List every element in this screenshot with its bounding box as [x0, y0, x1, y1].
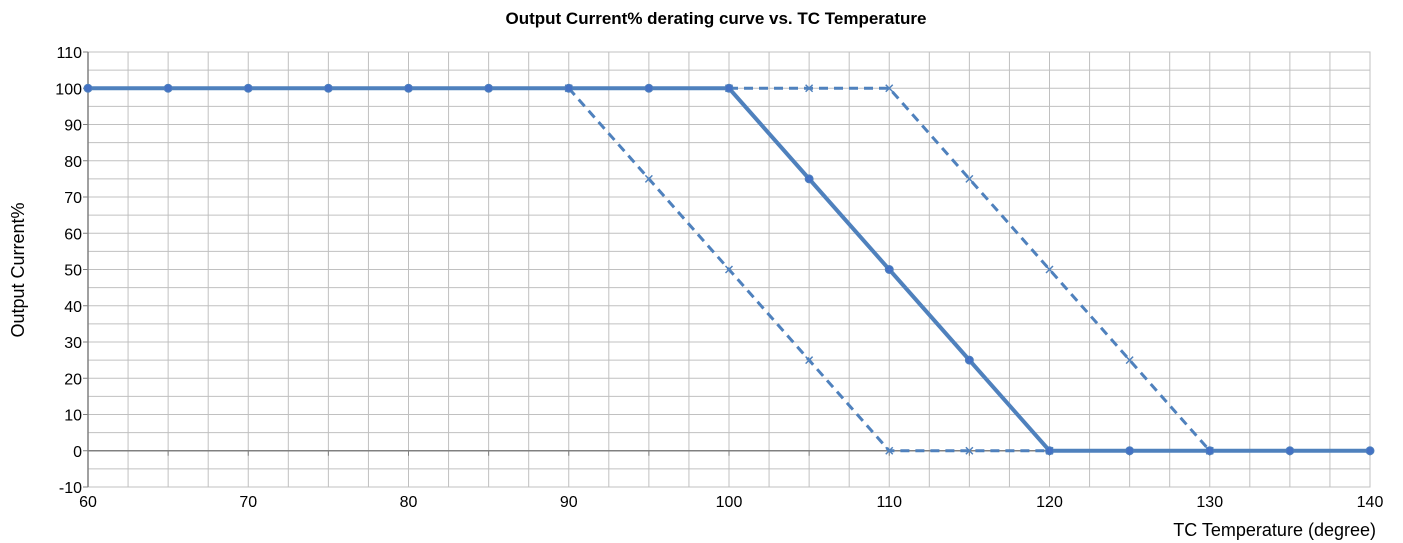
- x-tick-label: 120: [1036, 494, 1063, 511]
- y-tick-label: 10: [64, 408, 82, 425]
- data-point: [1365, 446, 1375, 456]
- data-point: [644, 83, 654, 93]
- data-point: [243, 83, 253, 93]
- data-point-x: [724, 265, 734, 274]
- data-point: [884, 265, 894, 274]
- data-point: [964, 355, 974, 365]
- x-tick-label: 60: [79, 494, 97, 511]
- data-point: [804, 174, 814, 184]
- x-tick-label: 80: [400, 494, 418, 511]
- data-point-x: [805, 356, 814, 365]
- data-point-x: [644, 174, 653, 183]
- y-tick-label: 20: [64, 371, 82, 388]
- y-tick-label: 90: [64, 118, 82, 135]
- data-point: [1045, 446, 1054, 456]
- data-point-x: [1125, 356, 1134, 365]
- data-point-x: [805, 84, 814, 93]
- data-point-x: [1045, 265, 1054, 274]
- x-tick-label: 100: [716, 494, 743, 511]
- y-tick-label: 50: [64, 263, 82, 280]
- y-tick-label: 0: [73, 444, 82, 461]
- series: [83, 83, 1375, 456]
- data-point: [564, 83, 574, 93]
- x-tick-label: 110: [876, 494, 902, 511]
- data-point-x: [885, 84, 894, 93]
- data-point: [323, 83, 333, 93]
- data-point: [404, 83, 413, 93]
- data-point-x: [885, 446, 894, 455]
- y-tick-label: 70: [64, 190, 82, 207]
- y-tick-label: 100: [55, 81, 82, 98]
- x-axis-label: TC Temperature (degree): [1173, 520, 1376, 540]
- y-tick-label: 30: [64, 335, 82, 352]
- x-tick-label: 90: [560, 494, 578, 511]
- tick-labels: -10 0 10 20 30 40 50 60 70 80 90 100 110 60 70 80 90 100 1…: [55, 45, 1383, 511]
- y-tick-label: 40: [64, 299, 82, 316]
- data-point: [1285, 446, 1295, 456]
- y-tick-label: -10: [59, 480, 82, 497]
- y-tick-label: 110: [56, 45, 82, 62]
- chart-title: Output Current% derating curve vs. TC Te…: [506, 9, 927, 28]
- data-point: [163, 83, 173, 93]
- data-point: [83, 83, 93, 93]
- data-point: [484, 83, 494, 93]
- data-point: [1125, 446, 1135, 456]
- x-tick-label: 140: [1357, 494, 1384, 511]
- y-axis-label: Output Current%: [8, 202, 28, 337]
- data-point: [1205, 446, 1215, 456]
- y-tick-label: 60: [64, 226, 82, 243]
- data-point-x: [965, 446, 974, 455]
- x-tick-label: 70: [239, 494, 257, 511]
- data-point-x: [965, 174, 974, 183]
- y-tick-label: 80: [64, 154, 82, 171]
- x-tick-label: 130: [1196, 494, 1223, 511]
- data-point: [724, 83, 734, 93]
